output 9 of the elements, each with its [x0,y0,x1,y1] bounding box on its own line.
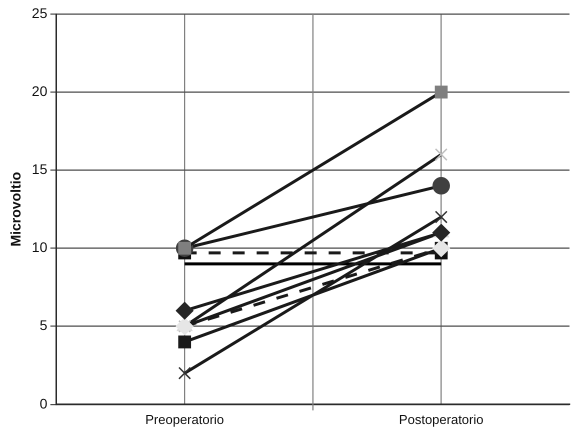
y-tick-label: 5 [40,317,48,334]
y-tick-label: 20 [32,82,48,99]
y-tick-label: 0 [40,395,48,412]
x-tick-label: Preoperatorio [145,412,224,427]
y-tick-label: 25 [32,4,48,21]
y-axis-title: Microvoltio [7,172,24,247]
y-tick-label: 10 [32,239,48,256]
y-tick-label: 15 [32,161,48,178]
x-tick-label: Postoperatorio [398,412,484,427]
